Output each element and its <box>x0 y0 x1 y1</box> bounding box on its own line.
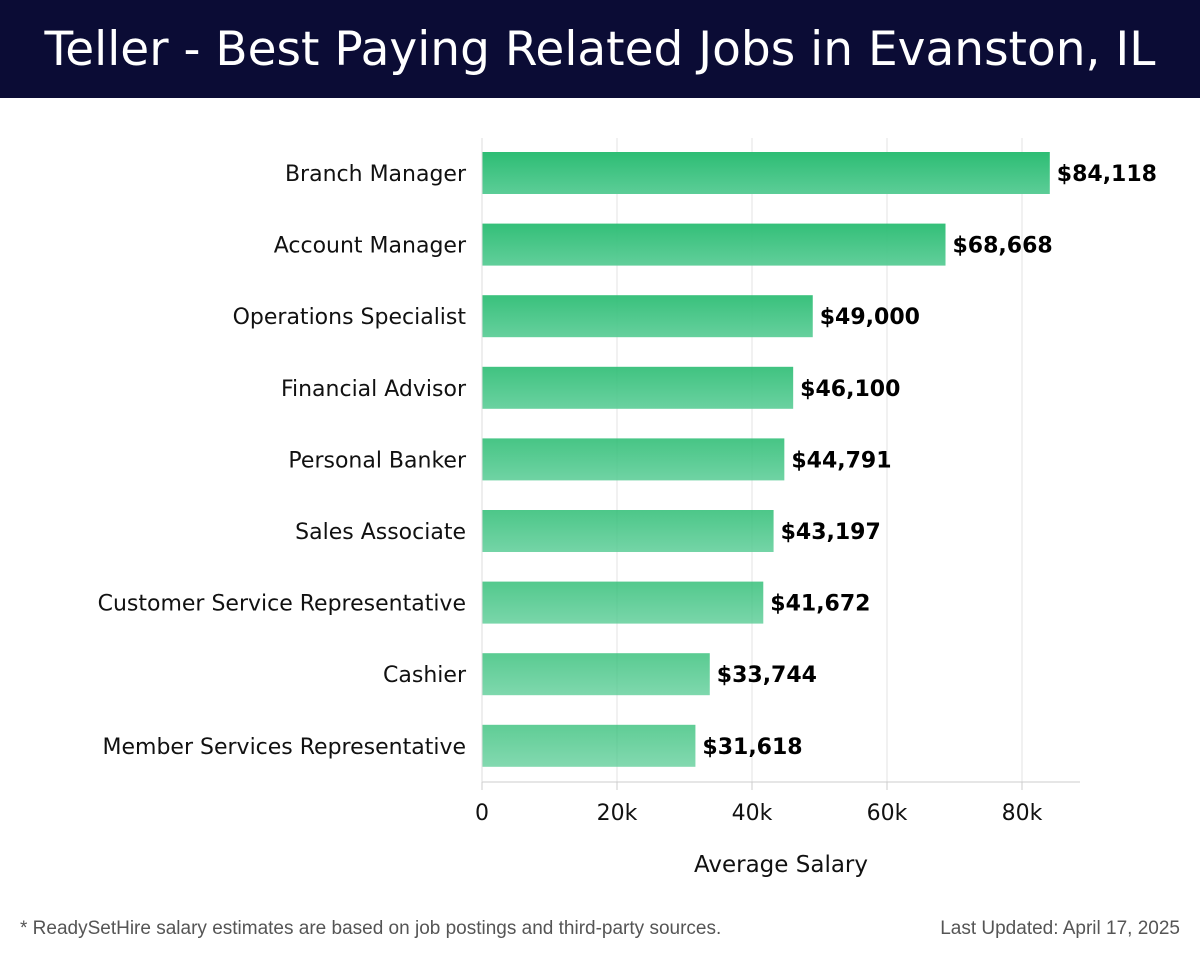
bar <box>482 724 696 767</box>
bar <box>482 438 785 481</box>
value-label: $49,000 <box>820 305 920 330</box>
category-label: Operations Specialist <box>233 305 467 330</box>
x-tick-label: 0 <box>475 801 489 826</box>
value-label: $68,668 <box>953 234 1053 259</box>
value-label: $46,100 <box>800 377 900 402</box>
x-tick-label: 80k <box>1002 801 1043 826</box>
category-label: Branch Manager <box>285 162 467 187</box>
bar-chart: Branch Manager $84,118 Account Manager $68,… <box>98 138 1157 878</box>
bar <box>482 366 794 409</box>
chart-header: Teller - Best Paying Related Jobs in Eva… <box>0 0 1200 98</box>
x-axis-label: Average Salary <box>694 852 868 878</box>
bar <box>482 581 764 624</box>
category-label: Personal Banker <box>288 448 467 473</box>
category-label: Account Manager <box>274 234 467 259</box>
bar <box>482 152 1050 194</box>
bar <box>482 510 774 552</box>
value-label: $43,197 <box>781 520 881 545</box>
category-label: Cashier <box>383 663 467 688</box>
chart-title: Teller - Best Paying Related Jobs in Eva… <box>44 21 1156 77</box>
value-label: $41,672 <box>770 592 870 617</box>
bar <box>482 223 946 266</box>
value-label: $44,791 <box>791 448 891 473</box>
bar <box>482 295 813 338</box>
category-label: Financial Advisor <box>281 377 467 402</box>
bar <box>482 653 710 696</box>
value-label: $31,618 <box>702 735 802 760</box>
category-label: Sales Associate <box>295 520 466 545</box>
footer-note: * ReadySetHire salary estimates are base… <box>20 918 722 939</box>
category-label: Customer Service Representative <box>98 592 466 617</box>
x-tick-label: 60k <box>867 801 908 826</box>
value-label: $33,744 <box>717 663 817 688</box>
value-label: $84,118 <box>1057 162 1157 187</box>
x-tick-label: 20k <box>597 801 638 826</box>
category-label: Member Services Representative <box>103 735 466 760</box>
x-tick-label: 40k <box>732 801 773 826</box>
last-updated: Last Updated: April 17, 2025 <box>940 918 1180 939</box>
